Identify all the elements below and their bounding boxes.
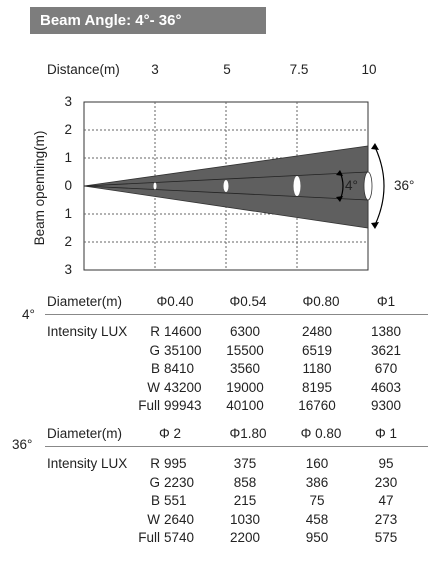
arrow-head — [371, 222, 379, 229]
table-cell: 215 — [233, 493, 257, 508]
row-color-label: Full — [138, 530, 160, 545]
table-cell: 16760 — [298, 398, 336, 413]
distance-3: 3 — [151, 62, 159, 77]
beam-section-5m — [223, 180, 229, 192]
arrow-head — [371, 143, 379, 150]
y-tick: 3 — [64, 94, 72, 109]
distance-5: 5 — [223, 62, 231, 77]
row-color-label: G — [149, 475, 160, 490]
table-4deg-diameter: Φ0.40 — [156, 294, 194, 309]
table-cell: 2230 — [164, 475, 195, 490]
narrow-beam-edge — [83, 185, 369, 201]
row-color-label: B — [150, 493, 160, 508]
table-cell: 8195 — [301, 380, 333, 395]
row-color-label: W — [147, 512, 160, 527]
table-cell: 43200 — [164, 380, 202, 395]
narrow-beam-edge — [83, 171, 369, 187]
table-cell: 3560 — [229, 361, 261, 376]
table-cell: 3621 — [370, 343, 402, 358]
table-cell: 230 — [374, 475, 398, 490]
table-cell: 5740 — [164, 530, 195, 545]
table-cell: 40100 — [226, 398, 264, 413]
table-4deg-intensity-label: Intensity LUX — [47, 324, 128, 339]
table-cell: 9300 — [370, 398, 402, 413]
row-color-label: G — [149, 343, 160, 358]
table-cell: 4603 — [370, 380, 402, 395]
beam-section-3m — [153, 182, 157, 190]
table-cell: 858 — [233, 475, 257, 490]
table-cell: 386 — [305, 475, 329, 490]
table-36deg-angle: 36° — [12, 437, 33, 452]
table-cell: 14600 — [164, 324, 202, 339]
table-cell: 6519 — [301, 343, 333, 358]
table-cell: 2640 — [164, 512, 195, 527]
table-cell: 15500 — [226, 343, 264, 358]
table-36deg-diameter: Φ1.80 — [229, 426, 267, 441]
narrow-angle-label: 4° — [345, 178, 358, 193]
table-4deg-divider — [45, 314, 428, 315]
table-36deg-divider — [45, 446, 428, 447]
y-tick: 3 — [64, 262, 72, 277]
table-cell: 1180 — [302, 361, 332, 376]
table-cell: 375 — [233, 456, 257, 471]
table-cell: 458 — [305, 512, 329, 527]
distance-10: 10 — [361, 62, 377, 77]
wide-angle-label: 36° — [394, 178, 415, 193]
table-cell: 95 — [378, 456, 394, 471]
table-4deg-diameter: Φ1 — [376, 294, 396, 309]
table-36deg-diameter-label: Diameter(m) — [47, 426, 123, 441]
table-cell: 575 — [374, 530, 398, 545]
y-tick: 2 — [64, 234, 72, 249]
wide-angle-arc — [374, 146, 385, 226]
table-cell: 2200 — [229, 530, 261, 545]
table-cell: 551 — [164, 493, 187, 508]
table-cell: 1030 — [229, 512, 261, 527]
table-cell: 273 — [374, 512, 398, 527]
table-cell: 99943 — [164, 398, 202, 413]
table-cell: 47 — [378, 493, 394, 508]
table-cell: 950 — [305, 530, 329, 545]
table-cell: 670 — [374, 361, 398, 376]
row-color-label: R — [150, 324, 160, 339]
row-color-label: R — [150, 456, 160, 471]
table-4deg-angle: 4° — [22, 307, 35, 322]
distance-label: Distance(m) — [47, 62, 120, 77]
distance-7-5: 7.5 — [289, 62, 309, 77]
y-tick: 0 — [64, 178, 72, 193]
table-4deg-diameter-label: Diameter(m) — [47, 294, 123, 309]
table-cell: 1380 — [370, 324, 402, 339]
arrow-head — [336, 170, 343, 176]
table-4deg-diameter: Φ0.80 — [302, 294, 340, 309]
table-cell: 19000 — [226, 380, 264, 395]
table-cell: 8410 — [164, 361, 195, 376]
y-tick: 1 — [64, 206, 72, 221]
row-color-label: W — [147, 380, 160, 395]
arrow-head — [336, 196, 343, 202]
table-cell: 75 — [309, 493, 325, 508]
table-cell: 160 — [305, 456, 329, 471]
y-tick: 1 — [64, 150, 72, 165]
table-cell: 35100 — [164, 343, 202, 358]
row-color-label: B — [150, 361, 160, 376]
y-tick: 2 — [64, 122, 72, 137]
table-36deg-intensity-label: Intensity LUX — [47, 456, 128, 471]
table-cell: 6300 — [229, 324, 261, 339]
beam-section-7-5m — [293, 176, 301, 196]
table-36deg-diameter: Φ 1 — [374, 426, 398, 441]
table-36deg-diameter: Φ 0.80 — [300, 426, 342, 441]
table-36deg-diameter: Φ 2 — [158, 426, 182, 441]
beam-section-10m — [363, 171, 373, 201]
table-4deg-diameter: Φ0.54 — [229, 294, 267, 309]
page-title: Beam Angle: 4°- 36° — [30, 7, 266, 34]
table-cell: 2480 — [301, 324, 333, 339]
row-color-label: Full — [138, 398, 160, 413]
table-cell: 995 — [164, 456, 187, 471]
